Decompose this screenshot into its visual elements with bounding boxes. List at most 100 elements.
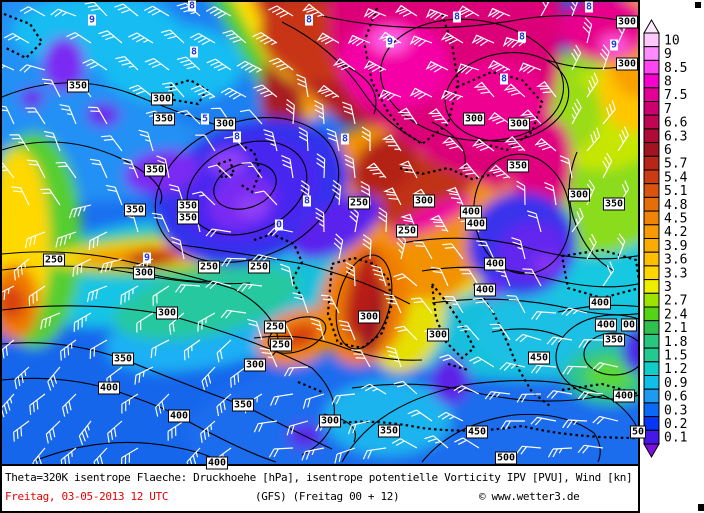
map-title: Theta=320K isentrope Flaeche: Druckhoehe… — [5, 471, 633, 484]
contour-label: 250 — [347, 196, 371, 210]
wind-barb — [487, 60, 511, 73]
pressure-contour — [2, 342, 333, 450]
pressure-contour-layer — [2, 15, 638, 463]
wind-barb — [285, 99, 295, 125]
colorbar-cell — [643, 32, 660, 48]
pv-field-blob — [344, 250, 380, 336]
contour-label: 400 — [97, 381, 121, 395]
contour-label: 400 — [473, 283, 497, 297]
wind-barb — [190, 85, 216, 99]
wind-barb — [120, 285, 139, 305]
contour-label: 400 — [483, 257, 507, 271]
colorbar-tick-label: 10 — [664, 33, 680, 48]
wind-barb — [302, 3, 325, 18]
wind-barb — [546, 336, 573, 346]
pressure-contour — [2, 377, 277, 463]
wind-barb — [205, 6, 232, 19]
wind-barb — [216, 393, 232, 417]
wind-barb — [559, 155, 573, 179]
pressure-contour — [281, 21, 423, 144]
wind-barb — [530, 416, 557, 426]
wind-barb — [86, 285, 108, 303]
wind-barb — [151, 212, 170, 233]
contour-label: 250 — [42, 253, 66, 267]
wind-barb — [378, 207, 388, 233]
wind-barb — [546, 390, 573, 399]
wind-barb — [488, 164, 511, 179]
wind-barb — [144, 5, 170, 17]
pv-field-blob — [533, 254, 561, 274]
caption-box: Theta=320K isentrope Flaeche: Druckhoehe… — [0, 464, 640, 513]
wind-barb-layer — [2, 2, 630, 464]
colorbar-tick-label: 3 — [664, 280, 672, 295]
colorbar-canvas: 1098.587.576.66.365.75.45.14.84.54.23.93… — [643, 18, 688, 459]
colorbar-tick-label: 7 — [664, 102, 672, 117]
wind-barb — [602, 100, 616, 125]
pressure-contour — [351, 383, 603, 402]
wind-barb — [251, 254, 278, 263]
wind-barb — [457, 325, 480, 341]
colorbar-cell — [643, 292, 660, 308]
contour-label: 50 — [629, 425, 647, 439]
colorbar-cell — [643, 251, 660, 267]
contour-label: 450 — [527, 351, 551, 365]
wind-barb — [177, 110, 201, 125]
wind-barb — [296, 74, 309, 98]
contour-label: 400 — [167, 409, 191, 423]
wind-barb — [332, 58, 356, 71]
wind-barb — [292, 292, 309, 314]
wind-barb — [263, 129, 278, 152]
coastline — [430, 280, 476, 360]
pv-value-label: 0 — [274, 219, 284, 231]
wind-barb — [345, 261, 356, 287]
wind-barb — [279, 263, 294, 287]
wind-barb — [440, 90, 464, 102]
wind-barb — [459, 269, 480, 287]
pv-value-label: 8 — [232, 131, 242, 143]
pv-field-blob — [126, 248, 178, 268]
pv-value-label: 8 — [584, 1, 594, 13]
wind-barb — [391, 438, 418, 449]
wind-barb — [107, 420, 123, 443]
pv-value-label: 8 — [304, 14, 314, 26]
colorbar-tick-label: 2.1 — [664, 321, 687, 336]
wind-barb — [316, 84, 340, 99]
contour-label: 350 — [143, 163, 167, 177]
wind-barb — [26, 159, 46, 179]
wind-barb — [338, 320, 356, 341]
colorbar-cell — [643, 333, 660, 349]
wind-barb — [547, 447, 573, 458]
wind-barb — [121, 393, 139, 414]
wind-barb — [518, 62, 542, 74]
wind-barb — [476, 240, 495, 260]
wind-barb — [32, 447, 46, 464]
pv-value-label: 8 — [517, 31, 527, 43]
wind-barb — [586, 127, 601, 152]
wind-barb — [101, 135, 123, 152]
coastline — [456, 70, 544, 152]
corner-mark-bottom-right — [698, 504, 704, 511]
wind-barb — [394, 4, 418, 17]
pv-value-label: 9 — [385, 36, 395, 48]
wind-barb — [394, 325, 418, 341]
wind-barb — [144, 58, 170, 71]
wind-barb — [167, 420, 185, 441]
wind-barb — [617, 233, 626, 260]
wind-barb — [440, 32, 464, 45]
wind-barb — [100, 258, 123, 274]
wind-barb — [152, 285, 170, 306]
wind-barb — [40, 312, 61, 330]
wind-barb — [2, 285, 15, 304]
coastline — [3, 12, 44, 60]
wind-barb — [50, 8, 77, 17]
wind-barb — [500, 420, 525, 430]
pressure-contour — [421, 266, 638, 288]
wind-barb — [3, 32, 30, 44]
contour-label: 350 — [152, 112, 176, 126]
contour-label: 350 — [111, 352, 135, 366]
wind-barb — [239, 109, 263, 125]
wind-barb — [407, 409, 433, 422]
wind-barb — [504, 136, 526, 152]
valid-datetime: Freitag, 03-05-2013 12 UTC — [5, 490, 169, 503]
